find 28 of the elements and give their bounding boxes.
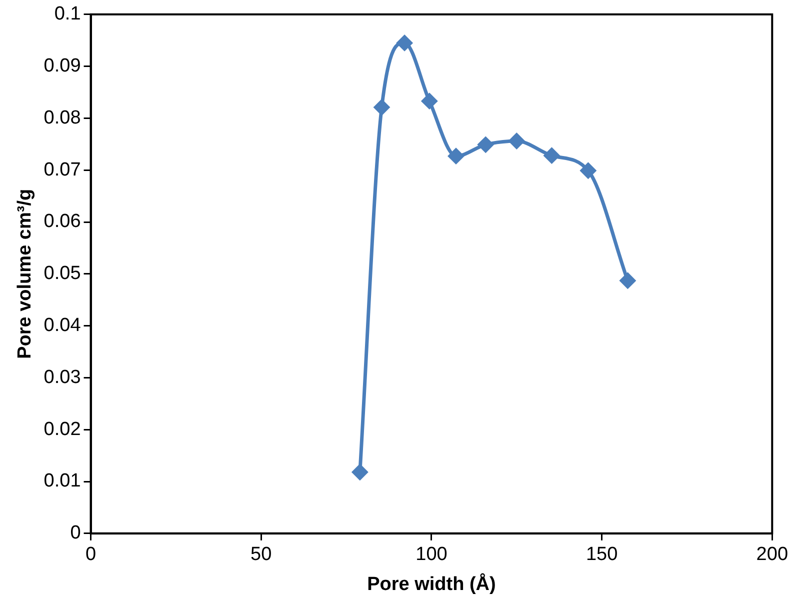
point bbox=[580, 162, 596, 178]
y-tick-label: 0.03 bbox=[44, 366, 81, 388]
x-tick-label: 0 bbox=[85, 544, 96, 566]
y-tick-label: 0.04 bbox=[44, 315, 82, 336]
x-axis-title: Pore width (Å) bbox=[367, 572, 496, 595]
x-tick-label: 150 bbox=[586, 544, 618, 566]
y-axis-title: Pore volume cm³/g bbox=[14, 188, 36, 359]
point bbox=[620, 272, 636, 288]
point bbox=[396, 35, 412, 51]
y-tick-label: 0.08 bbox=[44, 107, 81, 128]
point bbox=[478, 136, 494, 152]
y-tick-label: 0.1 bbox=[54, 4, 81, 25]
point bbox=[422, 93, 438, 109]
y-tick-label: 0.07 bbox=[44, 159, 81, 180]
point bbox=[448, 148, 464, 164]
y-tick-label: 0 bbox=[70, 522, 81, 544]
y-tick-label: 0.02 bbox=[44, 418, 81, 440]
point bbox=[508, 133, 524, 149]
point bbox=[544, 148, 560, 164]
y-tick-label: 0.09 bbox=[44, 56, 81, 77]
point bbox=[374, 100, 390, 116]
y-tick-label: 0.05 bbox=[44, 263, 81, 284]
point bbox=[352, 464, 368, 480]
y-tick-label: 0.01 bbox=[44, 470, 81, 492]
y-tick-label: 0.06 bbox=[44, 211, 81, 232]
x-tick-label: 200 bbox=[756, 544, 788, 566]
x-tick-label: 50 bbox=[250, 544, 272, 566]
x-tick-label: 100 bbox=[416, 544, 448, 566]
